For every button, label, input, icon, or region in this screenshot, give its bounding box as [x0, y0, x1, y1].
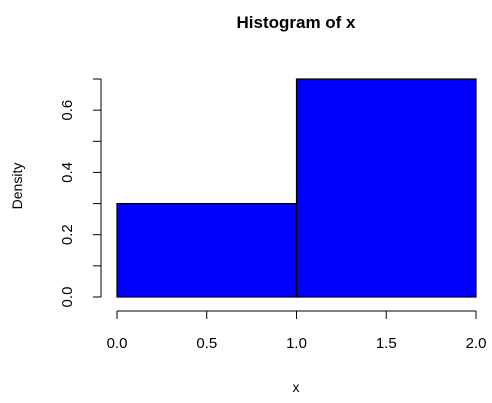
chart-title: Histogram of x	[236, 13, 356, 32]
x-tick-label: 0.0	[107, 335, 128, 352]
y-tick-label: 0.2	[59, 224, 76, 245]
x-axis-label: x	[293, 379, 300, 395]
bars-layer	[116, 78, 477, 298]
x-tick-label: 1.5	[376, 335, 397, 352]
y-axis-label: Density	[9, 163, 25, 210]
y-axis: 0.0 0.2 0.4 0.6	[59, 78, 102, 308]
x-tick-label: 2.0	[466, 335, 487, 352]
x-tick-label: 0.5	[196, 335, 217, 352]
x-axis: 0.0 0.5 1.0 1.5 2.0	[107, 310, 487, 352]
histogram-bar-2	[295, 78, 477, 298]
y-tick-label: 0.0	[59, 287, 76, 308]
x-tick-label: 1.0	[286, 335, 307, 352]
histogram-bar-1	[116, 202, 298, 298]
y-tick-label: 0.4	[59, 162, 76, 183]
y-tick-label: 0.6	[59, 100, 76, 121]
